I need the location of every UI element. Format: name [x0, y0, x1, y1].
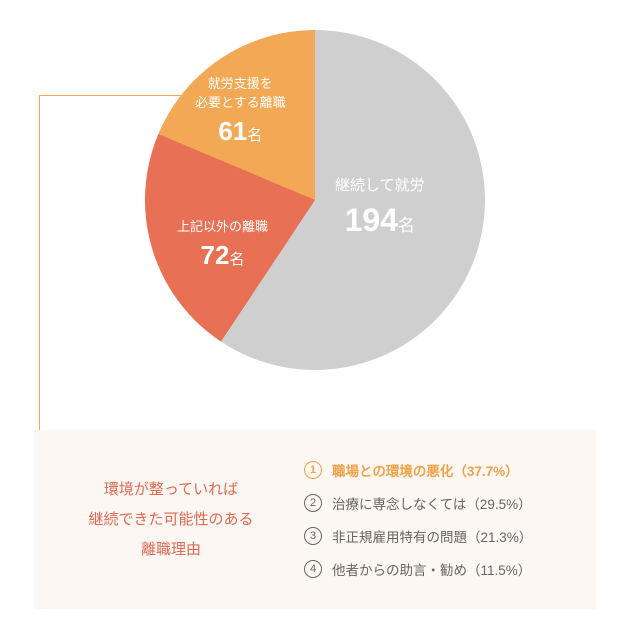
reason-item: 4 他者からの助言・勧め（11.5%）: [304, 559, 574, 579]
reason-number-icon: 4: [304, 560, 322, 578]
reason-text: 職場との環境の悪化（37.7%）: [332, 460, 519, 480]
reasons-panel: 環境が整っていれば 継続できた可能性のある 離職理由 1 職場との環境の悪化（37…: [34, 430, 596, 609]
reason-number-icon: 3: [304, 527, 322, 545]
callout-connector-vertical: [39, 95, 40, 448]
reason-number-icon: 2: [304, 494, 322, 512]
callout-connector-horizontal: [39, 95, 217, 96]
reasons-title-line: 継続できた可能性のある: [88, 511, 253, 528]
reason-number-icon: 1: [304, 461, 322, 479]
pie-chart: 継続して就労194名上記以外の離職72名 就労支援を必要とする離職61名: [145, 30, 485, 370]
reason-text: 治療に専念しなくては（29.5%）: [332, 493, 532, 513]
reason-text: 他者からの助言・勧め（11.5%）: [332, 559, 531, 579]
reasons-title-line: 離職理由: [141, 541, 201, 558]
pie-slice-label-continued: 継続して就労194名: [335, 175, 425, 243]
reasons-title-line: 環境が整っていれば: [104, 481, 238, 498]
pie-slice-label-needs_support: 就労支援を必要とする離職61名: [195, 75, 286, 150]
reason-item: 1 職場との環境の悪化（37.7%）: [304, 460, 574, 480]
reason-item: 3 非正規雇用特有の問題（21.3%）: [304, 526, 574, 546]
reason-item: 2 治療に専念しなくては（29.5%）: [304, 493, 574, 513]
reasons-list: 1 職場との環境の悪化（37.7%） 2 治療に専念しなくては（29.5%） 3 非正規雇…: [304, 460, 574, 579]
reason-text: 非正規雇用特有の問題（21.3%）: [332, 526, 532, 546]
reasons-panel-title: 環境が整っていれば 継続できた可能性のある 離職理由: [56, 475, 286, 565]
pie-slice-label-other_leave: 上記以外の離職72名: [177, 218, 268, 275]
